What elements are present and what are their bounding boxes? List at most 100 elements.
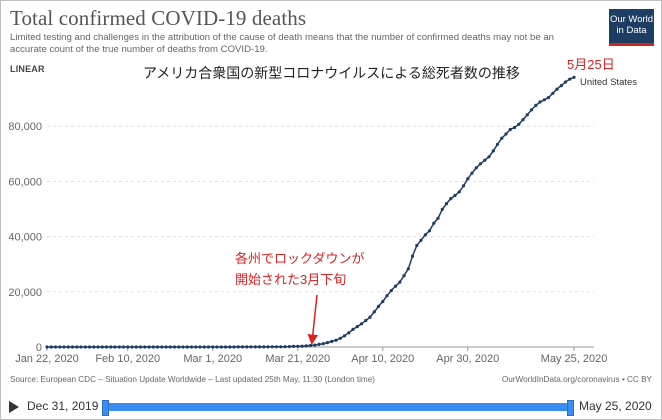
data-point [223, 345, 228, 349]
y-tick-label: 60,000 [8, 176, 42, 188]
series-label-united-states[interactable]: United States [580, 77, 638, 88]
data-point [495, 142, 500, 146]
x-tick-label: Jan 22, 2020 [15, 353, 79, 365]
data-point [572, 75, 576, 79]
data-point [364, 318, 368, 323]
data-point [70, 345, 75, 349]
data-point [126, 345, 130, 349]
data-point [308, 343, 313, 348]
data-point [189, 345, 194, 349]
data-point [338, 336, 342, 340]
data-point [427, 229, 432, 233]
data-point [368, 315, 372, 319]
data-point [177, 345, 181, 349]
lockdown-annotation: 各州でロックダウンが 開始された3月下旬 [235, 248, 364, 290]
data-point [436, 216, 440, 220]
data-point [206, 345, 211, 349]
data-point [393, 284, 398, 288]
data-point [389, 288, 393, 293]
scale-toggle[interactable]: LINEAR [10, 64, 45, 74]
data-point [521, 118, 525, 122]
data-point [236, 345, 240, 349]
data-point [202, 345, 206, 349]
data-point [143, 345, 147, 349]
data-point [313, 343, 317, 347]
chart-subtitle: Limited testing and challenges in the at… [10, 32, 554, 55]
logo-line-2: in Data [616, 25, 647, 36]
timeline-end-handle[interactable] [567, 400, 574, 416]
data-point [219, 345, 223, 349]
data-point [147, 345, 151, 349]
data-point [542, 98, 546, 102]
play-icon[interactable] [9, 401, 19, 413]
data-point [517, 122, 521, 126]
data-point [555, 87, 559, 91]
data-point [257, 345, 262, 349]
data-point [402, 274, 406, 278]
data-point [245, 345, 249, 349]
data-point [559, 84, 563, 88]
data-point [512, 125, 517, 130]
data-point [62, 345, 66, 349]
data-point [151, 345, 155, 349]
data-point [121, 345, 126, 349]
timeline-selection [105, 403, 571, 411]
data-point [534, 103, 538, 107]
timeline-track[interactable] [102, 400, 574, 416]
data-point [470, 171, 474, 175]
data-point [287, 345, 291, 349]
data-point [478, 162, 483, 166]
timeline-start-handle[interactable] [102, 400, 109, 416]
data-point [449, 197, 453, 201]
data-point [457, 190, 461, 194]
data-point [168, 345, 172, 349]
data-point [253, 345, 257, 349]
owid-logo[interactable]: Our World in Data [609, 9, 654, 46]
data-point [130, 345, 134, 349]
data-point [444, 202, 449, 206]
data-point [66, 345, 70, 349]
data-point [538, 100, 542, 104]
x-tick-label: Apr 30, 2020 [436, 353, 499, 365]
data-point [266, 345, 270, 349]
data-point [198, 345, 202, 349]
data-point [525, 113, 529, 117]
data-point [262, 345, 266, 349]
data-point [546, 96, 551, 100]
line-chart: 0 20,000 40,000 60,000 80,000 Jan 22, 2020 Feb… [8, 75, 607, 365]
y-tick-label: 80,000 [8, 121, 42, 133]
data-point [419, 238, 423, 242]
data-point [53, 345, 58, 349]
chart-title: Total confirmed COVID-19 deaths [10, 6, 307, 30]
data-point [304, 344, 308, 348]
data-point [508, 127, 512, 132]
data-point [330, 339, 334, 343]
y-tick-label: 40,000 [8, 232, 42, 244]
data-point [317, 342, 321, 346]
data-point [211, 345, 215, 349]
lockdown-annotation-line-2: 開始された3月下旬 [235, 272, 347, 287]
timeline-bar[interactable]: Dec 31, 2019 May 25, 2020 [1, 393, 661, 419]
data-point [155, 345, 160, 349]
data-point [274, 345, 279, 349]
x-tick-label: Feb 10, 2020 [95, 353, 160, 365]
logo-line-1: Our World [609, 14, 654, 25]
data-point [181, 345, 185, 349]
data-point [491, 149, 495, 153]
source-note[interactable]: Source: European CDC – Situation Update … [10, 375, 376, 384]
data-point [100, 345, 104, 349]
timeline-end-date: May 25, 2020 [579, 399, 652, 413]
data-point [240, 345, 245, 349]
data-point [87, 345, 92, 349]
data-point [134, 345, 138, 349]
x-tick-label: Mar 21, 2020 [265, 353, 330, 365]
data-point [568, 77, 572, 81]
data-point [342, 334, 347, 338]
data-point [500, 136, 504, 140]
timeline-start-date: Dec 31, 2019 [27, 399, 99, 413]
owid-link[interactable]: OurWorldInData.org/coronavirus • CC BY [501, 375, 652, 384]
data-point [563, 80, 568, 84]
data-point [79, 345, 83, 349]
japanese-annotation-title: アメリカ合衆国の新型コロナウイルスによる総死者数の推移 [143, 65, 520, 81]
